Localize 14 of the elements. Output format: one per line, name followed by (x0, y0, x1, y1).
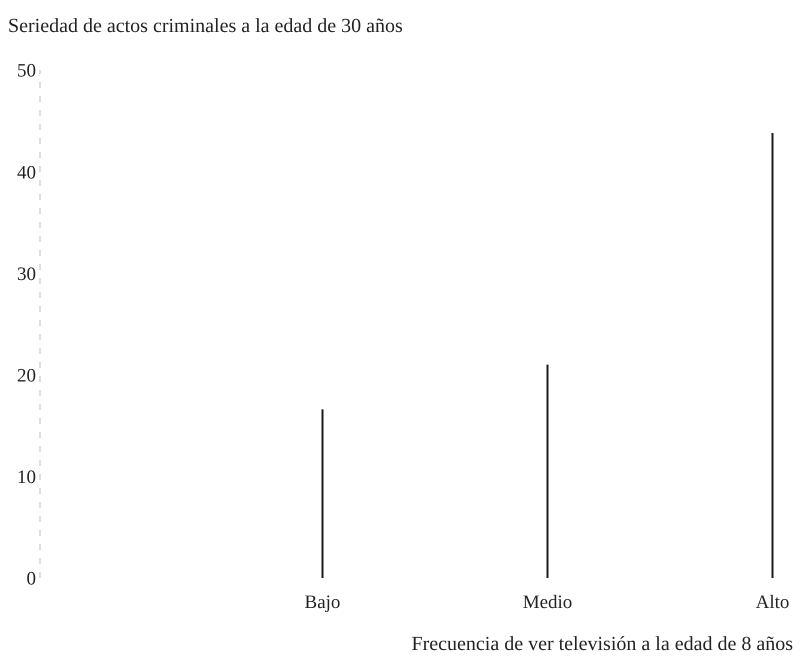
x-tick-label: Bajo (304, 592, 340, 613)
bar (322, 409, 324, 578)
y-tick-label: 40 (17, 162, 36, 184)
bar (772, 132, 774, 578)
x-tick-label: Alto (756, 592, 790, 613)
bar (546, 364, 548, 578)
y-tick-label: 0 (26, 568, 36, 590)
y-tick-label: 20 (17, 365, 36, 386)
y-tick-label: 50 (17, 60, 36, 82)
x-tick-label: Medio (522, 592, 572, 613)
x-axis-title: Frecuencia de ver televisión a la edad de 8 años (411, 633, 794, 655)
y-tick-label: 30 (17, 264, 36, 285)
y-tick-label: 10 (17, 467, 36, 488)
chart-title: Seriedad de actos criminales a la edad de 30 años (8, 15, 404, 37)
